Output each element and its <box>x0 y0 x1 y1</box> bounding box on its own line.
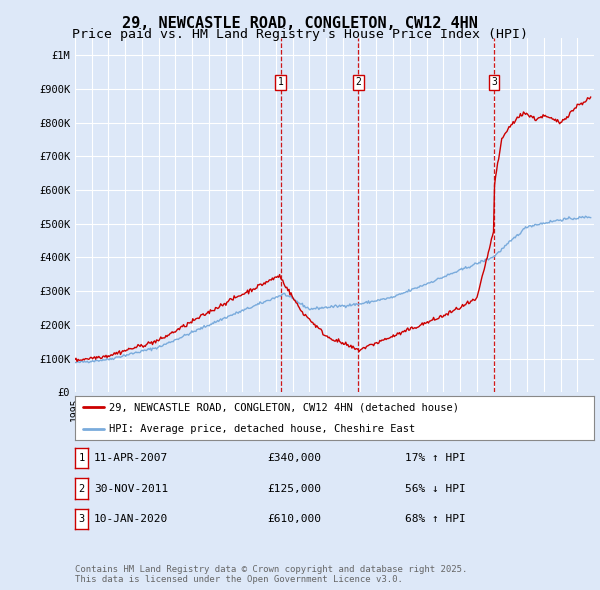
Text: 29, NEWCASTLE ROAD, CONGLETON, CW12 4HN: 29, NEWCASTLE ROAD, CONGLETON, CW12 4HN <box>122 16 478 31</box>
Text: Contains HM Land Registry data © Crown copyright and database right 2025.
This d: Contains HM Land Registry data © Crown c… <box>75 565 467 584</box>
Text: Price paid vs. HM Land Registry's House Price Index (HPI): Price paid vs. HM Land Registry's House … <box>72 28 528 41</box>
Text: £340,000: £340,000 <box>267 453 321 463</box>
Text: HPI: Average price, detached house, Cheshire East: HPI: Average price, detached house, Ches… <box>109 424 415 434</box>
Text: 1: 1 <box>278 77 284 87</box>
Text: 17% ↑ HPI: 17% ↑ HPI <box>405 453 466 463</box>
Text: 2: 2 <box>79 484 85 493</box>
Text: £125,000: £125,000 <box>267 484 321 493</box>
Text: £610,000: £610,000 <box>267 514 321 524</box>
Text: 56% ↓ HPI: 56% ↓ HPI <box>405 484 466 493</box>
Text: 3: 3 <box>491 77 497 87</box>
Text: 68% ↑ HPI: 68% ↑ HPI <box>405 514 466 524</box>
Text: 29, NEWCASTLE ROAD, CONGLETON, CW12 4HN (detached house): 29, NEWCASTLE ROAD, CONGLETON, CW12 4HN … <box>109 402 459 412</box>
Text: 1: 1 <box>79 453 85 463</box>
Text: 10-JAN-2020: 10-JAN-2020 <box>94 514 169 524</box>
Text: 11-APR-2007: 11-APR-2007 <box>94 453 169 463</box>
Text: 30-NOV-2011: 30-NOV-2011 <box>94 484 169 493</box>
Text: 2: 2 <box>355 77 361 87</box>
Text: 3: 3 <box>79 514 85 524</box>
